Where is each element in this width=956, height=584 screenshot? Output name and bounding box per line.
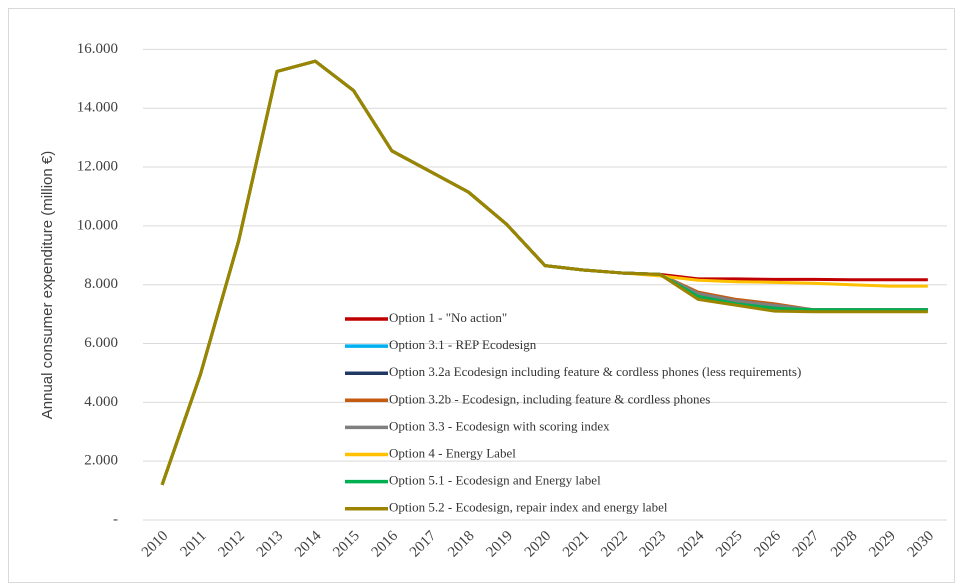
legend-label: Option 5.1 - Ecodesign and Energy label	[389, 473, 601, 488]
legend-label: Option 3.2a Ecodesign including feature …	[389, 364, 801, 379]
y-tick-label: 2.000	[84, 453, 118, 469]
chart-frame	[8, 8, 955, 583]
legend-label: Option 3.2b - Ecodesign, including featu…	[389, 391, 710, 406]
legend-label: Option 3.3 - Ecodesign with scoring inde…	[389, 418, 610, 433]
y-tick-label: 10.000	[77, 217, 118, 233]
y-tick-label: 4.000	[84, 394, 118, 410]
legend-label: Option 5.2 - Ecodesign, repair index and…	[389, 500, 668, 515]
y-tick-label: 12.000	[77, 158, 118, 174]
y-tick-label: 6.000	[84, 335, 118, 351]
y-tick-label: 16.000	[77, 41, 118, 57]
y-tick-label: 8.000	[84, 276, 118, 292]
y-tick-label: -	[113, 511, 118, 527]
y-tick-label: 14.000	[77, 100, 118, 116]
legend-label: Option 4 - Energy Label	[389, 445, 516, 460]
series-line	[160, 59, 928, 486]
legend-label: Option 3.1 - REP Ecodesign	[389, 337, 537, 352]
legend-label: Option 1 - "No action"	[389, 310, 507, 325]
y-axis-label: Annual consumer expenditure (million €)	[39, 151, 56, 419]
